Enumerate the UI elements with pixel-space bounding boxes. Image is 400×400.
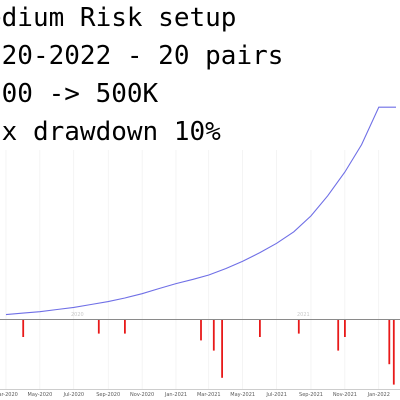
x-tick-label: Sep-2021 (299, 392, 323, 398)
x-tick-label: Sep-2020 (96, 392, 120, 398)
drawdown-bar (124, 320, 126, 334)
headline: edium Risk setup 020-2022 - 20 pairs 000… (0, 0, 400, 150)
drawdown-bar (392, 320, 395, 385)
equity-line (5, 106, 396, 316)
x-tick-label: Mar-2020 (0, 392, 18, 398)
watermark-right: 2021 (297, 312, 310, 318)
x-tick-label: Nov-2021 (333, 392, 357, 398)
drawdown-bar (297, 320, 300, 334)
headline-line-4: ax drawdown 10% (0, 117, 221, 147)
drawdown-bar (22, 320, 25, 337)
drawdown-bar (212, 320, 215, 351)
x-tick-label: May-2020 (28, 392, 53, 398)
x-tick-label: Jul-2020 (63, 392, 85, 398)
headline-line-2: 020-2022 - 20 pairs (0, 41, 284, 71)
headline-line-1: edium Risk setup (0, 3, 237, 33)
grid-lines (5, 150, 380, 389)
x-tick-label: May-2021 (230, 392, 255, 398)
drawdown-bar (221, 320, 223, 378)
drawdown-bar (97, 320, 100, 334)
x-tick-label: Jul-2021 (265, 392, 287, 398)
drawdown-bar (344, 320, 346, 337)
drawdown-bar (200, 320, 202, 341)
x-tick-label: Mar-2021 (197, 392, 221, 398)
x-axis-ticks: Mar-2020 May-2020 Jul-2020 Sep-2020 Nov-2020… (0, 392, 390, 398)
drawdown-bar (337, 320, 340, 351)
x-tick-label: Nov-2020 (130, 392, 154, 398)
headline-line-3: 000 -> 500K (0, 79, 159, 109)
x-tick-label: Jan-2021 (164, 392, 187, 398)
watermark-left: 2020 (71, 312, 84, 318)
drawdown-bars (22, 320, 395, 385)
drawdown-bar (259, 320, 261, 337)
x-tick-label: Jan-2022 (367, 392, 390, 398)
drawdown-bar (388, 320, 391, 365)
